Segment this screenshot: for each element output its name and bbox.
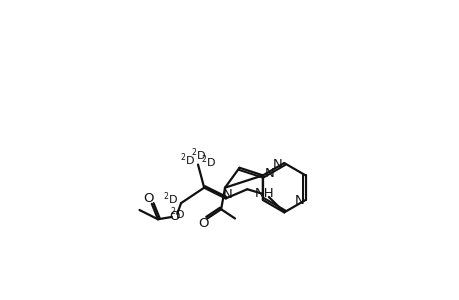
Text: N: N — [294, 194, 304, 206]
Text: O: O — [143, 192, 154, 205]
Text: N: N — [222, 188, 232, 201]
Text: $^2$D: $^2$D — [191, 146, 206, 163]
Text: NH: NH — [254, 187, 274, 200]
Text: $^2$D: $^2$D — [180, 151, 195, 167]
Text: $^2$D: $^2$D — [170, 206, 185, 222]
Text: N: N — [264, 167, 274, 180]
Text: O: O — [169, 211, 180, 224]
Text: $^2$D: $^2$D — [163, 190, 178, 207]
Text: $^2$D: $^2$D — [201, 153, 216, 170]
Text: O: O — [198, 217, 208, 230]
Text: N: N — [273, 158, 282, 171]
